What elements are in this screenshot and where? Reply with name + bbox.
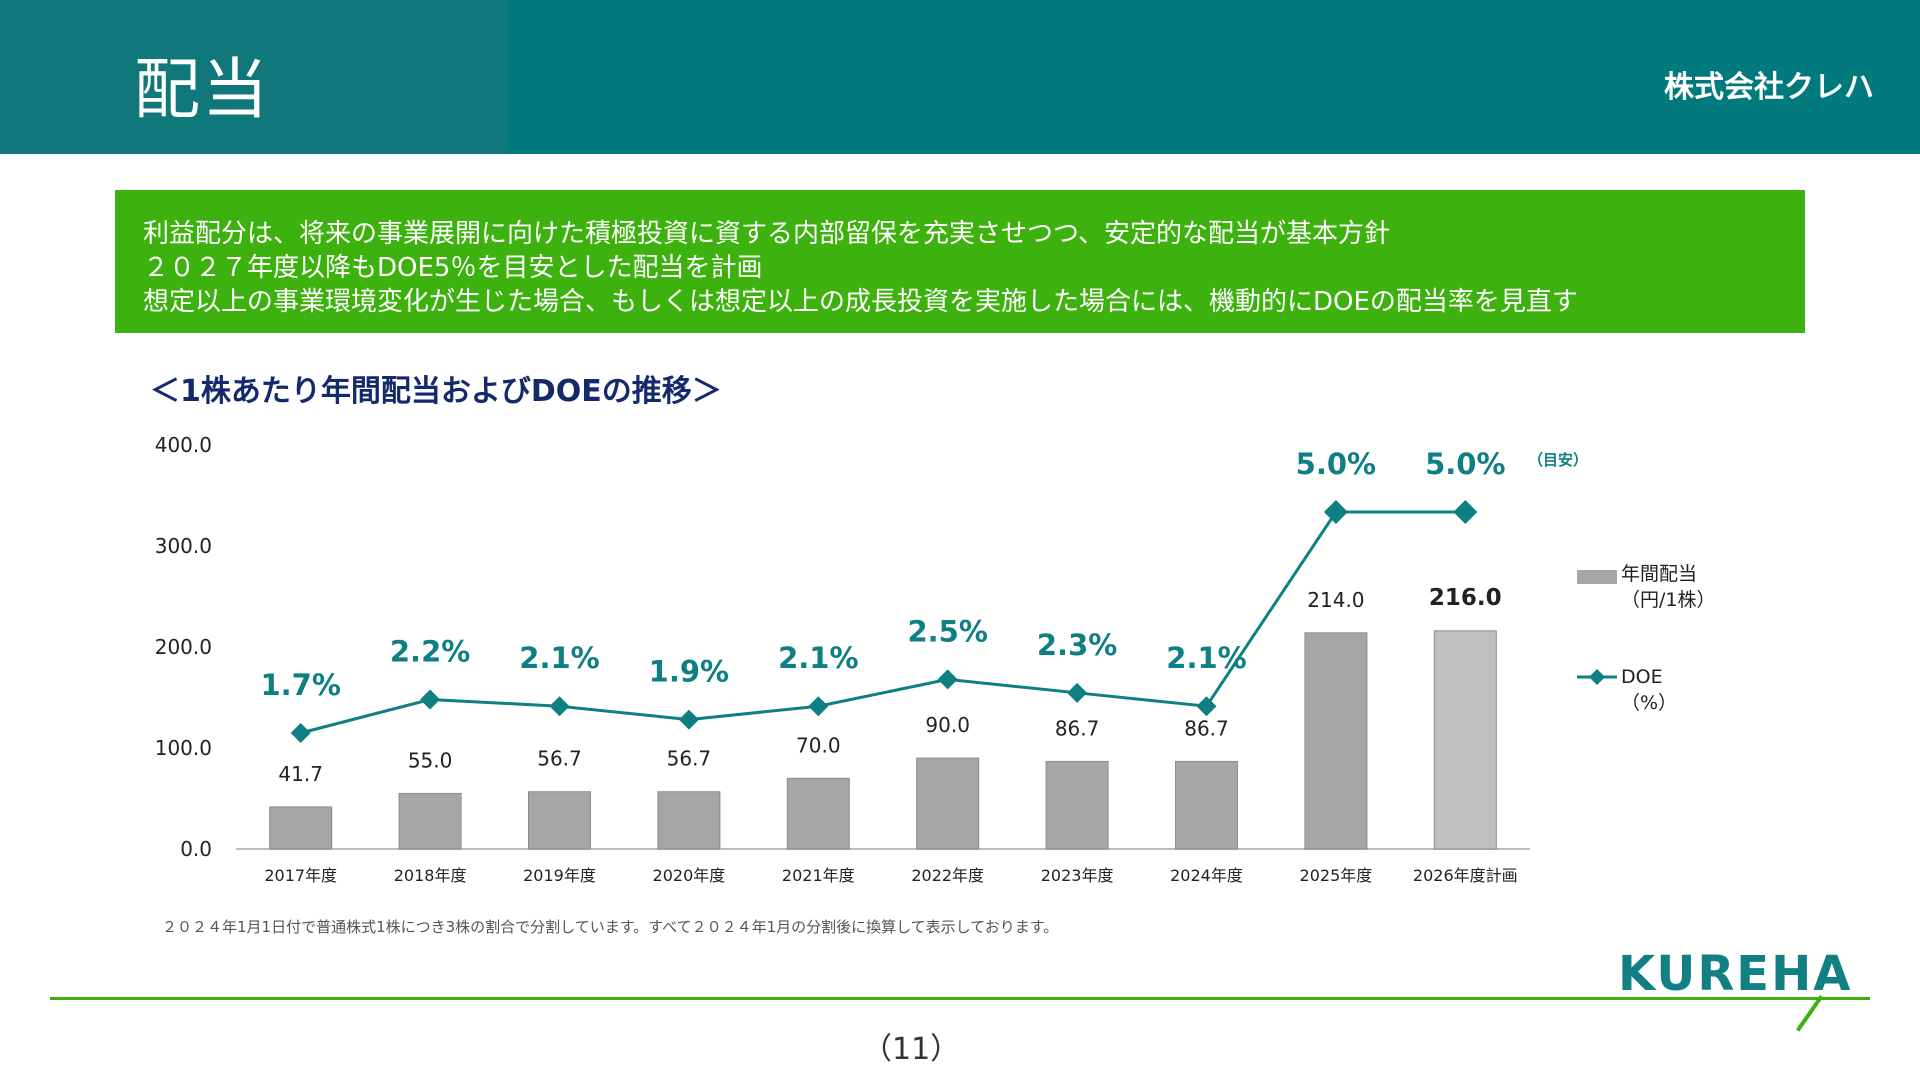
header-bar: 配当 株式会社クレハ <box>0 0 1920 154</box>
bar-value-label: 70.0 <box>796 733 841 757</box>
bar <box>786 777 850 850</box>
bar <box>1433 630 1497 850</box>
legend-doe-name: DOE <box>1621 666 1663 688</box>
policy-line-1: 利益配分は、将来の事業展開に向けた積極投資に資する内部留保を充実させつつ、安定的… <box>143 219 1390 249</box>
doe-point <box>1323 500 1348 524</box>
bar <box>1175 760 1238 850</box>
doe-point <box>549 696 570 717</box>
bar-value-label: 86.7 <box>1184 716 1229 740</box>
doe-point <box>937 669 958 690</box>
x-tick-label: 2019年度 <box>523 866 596 885</box>
doe-value-label: 2.2% <box>390 635 470 669</box>
bar-value-label: 55.0 <box>408 748 453 772</box>
x-tick-label: 2023年度 <box>1041 866 1114 885</box>
x-tick-label: 2022年度 <box>911 866 984 885</box>
dividend-doe-chart: 0.0 100.0 200.0 300.0 400.0 41.7 55.0 56.7 56.7 7… <box>155 433 1716 885</box>
x-tick-label: 2017年度 <box>264 866 337 885</box>
x-tick-label: 2018年度 <box>394 866 467 885</box>
bar <box>398 792 462 850</box>
y-tick-label: 100.0 <box>155 736 212 760</box>
bar <box>916 757 980 850</box>
legend-bar-unit: （円/1株） <box>1621 589 1716 611</box>
doe-value-label: 1.7% <box>260 668 340 702</box>
bar <box>528 791 591 850</box>
x-tick-label: 2026年度計画 <box>1413 866 1518 885</box>
doe-annotation: （目安） <box>1528 451 1588 469</box>
doe-point <box>1196 696 1217 717</box>
bar <box>657 791 721 850</box>
doe-point <box>678 709 699 730</box>
policy-box: 利益配分は、将来の事業展開に向けた積極投資に資する内部留保を充実させつつ、安定的… <box>115 190 1805 333</box>
doe-value-label: 5.0% <box>1425 447 1505 481</box>
footnote: ２０２４年1月1日付で普通株式1株につき3株の割合で分割しています。すべて２０２… <box>162 918 1059 936</box>
doe-value-label: 2.5% <box>907 614 987 648</box>
bar <box>269 806 333 850</box>
bar <box>1045 760 1109 850</box>
bar-value-label: 56.7 <box>667 747 712 771</box>
company-name: 株式会社クレハ <box>1664 70 1874 105</box>
x-tick-label: 2020年度 <box>653 866 726 885</box>
doe-value-label: 2.1% <box>519 641 599 675</box>
footer-divider <box>50 997 1870 1000</box>
bar-value-label: 86.7 <box>1055 716 1100 740</box>
x-tick-label: 2021年度 <box>782 866 855 885</box>
legend-doe-marker <box>1589 669 1605 685</box>
doe-value-label: 2.1% <box>1166 641 1246 675</box>
doe-line <box>300 510 1466 735</box>
page-number: （11） <box>862 1032 961 1067</box>
chart-heading: ＜1株あたり年間配当およびDOEの推移＞ <box>150 374 722 409</box>
y-tick-label: 300.0 <box>155 534 212 558</box>
doe-point <box>808 696 829 717</box>
policy-line-3: 想定以上の事業環境変化が生じた場合、もしくは想定以上の成長投資を実施した場合には… <box>143 287 1578 317</box>
doe-value-label: 1.9% <box>649 655 729 689</box>
doe-point <box>1453 500 1478 524</box>
page-title: 配当 <box>134 51 270 128</box>
doe-point <box>420 689 441 710</box>
doe-value-label: 2.1% <box>778 641 858 675</box>
doe-point <box>290 723 311 743</box>
x-tick-label: 2024年度 <box>1170 866 1243 885</box>
header-title-panel <box>0 0 506 154</box>
y-tick-label: 200.0 <box>155 635 212 659</box>
bar-value-label: 41.7 <box>278 762 323 786</box>
y-tick-label: 400.0 <box>155 433 212 457</box>
policy-line-2: ２０２７年度以降もDOE5％を目安とした配当を計画 <box>143 253 763 283</box>
kureha-logo: KUREHA <box>1618 946 1853 1002</box>
doe-point <box>1067 682 1088 703</box>
doe-value-label: 5.0% <box>1296 447 1376 481</box>
x-tick-label: 2025年度 <box>1300 866 1373 885</box>
y-tick-label: 0.0 <box>180 837 212 861</box>
doe-value-label: 2.3% <box>1037 628 1117 662</box>
legend-bar-swatch <box>1577 570 1617 584</box>
bar-value-label: 90.0 <box>925 713 970 737</box>
bar <box>1304 632 1368 850</box>
legend-bar-name: 年間配当 <box>1621 563 1697 585</box>
legend-doe-unit: （%） <box>1621 692 1677 714</box>
bar-value-label: 216.0 <box>1429 585 1502 611</box>
bar-value-label: 56.7 <box>537 747 582 771</box>
bar-value-label: 214.0 <box>1307 588 1364 612</box>
